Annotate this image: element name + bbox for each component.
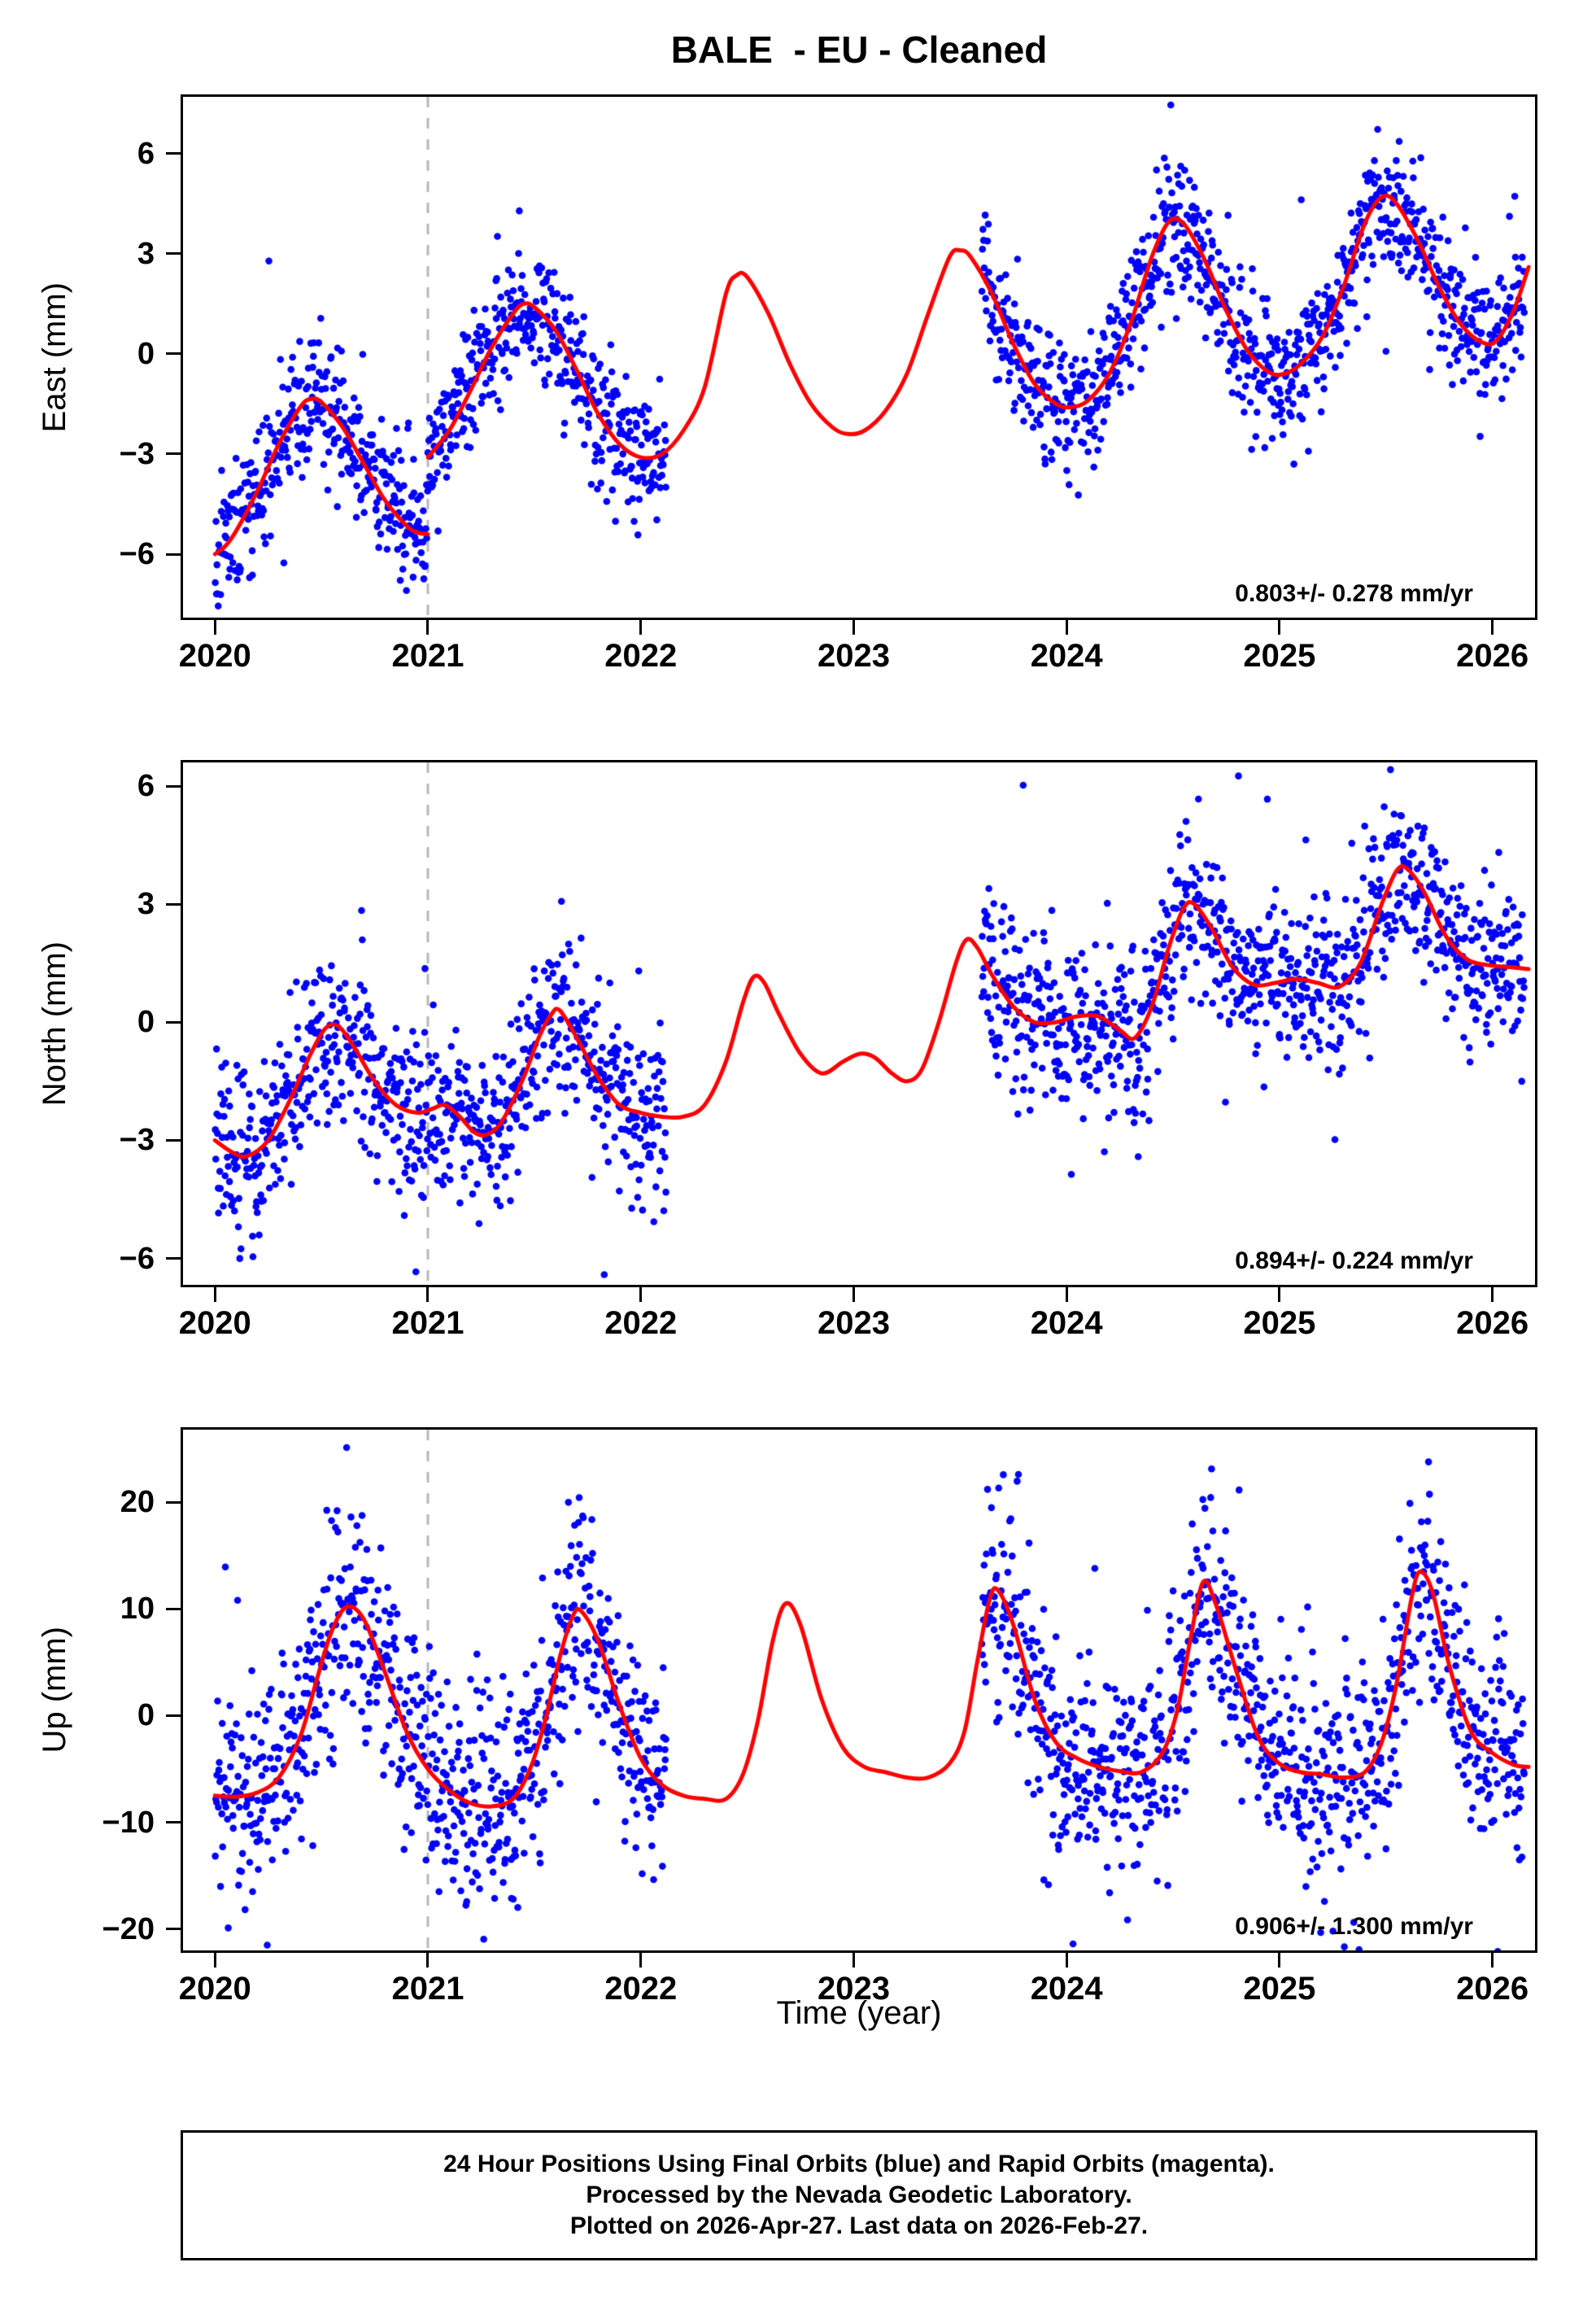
x-tick-mark bbox=[639, 620, 643, 635]
x-tick-mark bbox=[639, 1953, 643, 1968]
y-tick-label: 0 bbox=[137, 336, 155, 371]
y-tick-mark bbox=[166, 552, 181, 556]
x-tick-label: 2026 bbox=[1456, 1305, 1529, 1341]
x-tick-mark bbox=[1065, 1287, 1068, 1302]
caption-line-2: Processed by the Nevada Geodetic Laborat… bbox=[586, 2182, 1132, 2208]
y-tick-label: −10 bbox=[102, 1805, 155, 1840]
north-plot-canvas bbox=[183, 762, 1535, 1285]
x-tick-mark bbox=[1278, 620, 1281, 635]
y-tick-mark bbox=[166, 1138, 181, 1142]
up-panel: Up (mm) 0.906+/- 1.300 mm/yr 20 10 0 −10 −20… bbox=[37, 1427, 1537, 2007]
x-tick-mark bbox=[426, 1953, 430, 1968]
y-tick-label: 10 bbox=[120, 1592, 155, 1627]
east-plot-frame: 0.803+/- 0.278 mm/yr bbox=[181, 94, 1537, 620]
y-tick-label: −20 bbox=[102, 1911, 155, 1946]
x-tick-label: 2024 bbox=[1030, 1971, 1103, 2007]
x-tick-label: 2020 bbox=[178, 638, 251, 674]
y-tick-mark bbox=[166, 1714, 181, 1717]
y-tick-label: −6 bbox=[119, 1241, 155, 1276]
y-tick-label: 0 bbox=[137, 1698, 155, 1733]
y-tick-mark bbox=[166, 902, 181, 906]
up-plot-frame: 0.906+/- 1.300 mm/yr bbox=[181, 1427, 1537, 1953]
x-tick-mark bbox=[1065, 1953, 1068, 1968]
y-tick-label: −3 bbox=[119, 1123, 155, 1158]
y-tick-label: 6 bbox=[137, 769, 155, 804]
x-tick-mark bbox=[1278, 1953, 1281, 1968]
x-tick-mark bbox=[426, 620, 430, 635]
x-tick-label: 2026 bbox=[1456, 638, 1529, 674]
y-tick-mark bbox=[166, 1257, 181, 1260]
north-plot-frame: 0.894+/- 0.224 mm/yr bbox=[181, 760, 1537, 1287]
y-tick-label: −3 bbox=[119, 436, 155, 471]
y-tick-label: 0 bbox=[137, 1005, 155, 1040]
east-rate-label: 0.803+/- 0.278 mm/yr bbox=[1235, 580, 1473, 607]
x-tick-label: 2023 bbox=[817, 1305, 890, 1341]
x-tick-label: 2020 bbox=[178, 1971, 251, 2007]
y-tick-mark bbox=[166, 1020, 181, 1024]
x-tick-label: 2021 bbox=[391, 1305, 464, 1341]
x-tick-mark bbox=[213, 1953, 216, 1968]
north-panel: North (mm) 0.894+/- 0.224 mm/yr 6 3 0 −3 −6 2… bbox=[37, 760, 1537, 1341]
x-tick-mark bbox=[426, 1287, 430, 1302]
y-tick-label: −6 bbox=[119, 537, 155, 572]
north-rate-label: 0.894+/- 0.224 mm/yr bbox=[1235, 1247, 1473, 1274]
up-rate-label: 0.906+/- 1.300 mm/yr bbox=[1235, 1913, 1473, 1940]
x-tick-label: 2026 bbox=[1456, 1971, 1529, 2007]
x-tick-mark bbox=[1278, 1287, 1281, 1302]
x-tick-mark bbox=[213, 620, 216, 635]
up-plot-canvas bbox=[183, 1430, 1535, 1950]
page-title: BALE - EU - Cleaned bbox=[670, 28, 1048, 71]
x-tick-label: 2025 bbox=[1243, 1971, 1316, 2007]
x-tick-mark bbox=[213, 1287, 216, 1302]
x-tick-label: 2024 bbox=[1030, 1305, 1103, 1341]
x-tick-label: 2024 bbox=[1030, 638, 1103, 674]
x-tick-mark bbox=[1065, 620, 1068, 635]
y-tick-mark bbox=[166, 1607, 181, 1610]
x-tick-label: 2025 bbox=[1243, 638, 1316, 674]
x-tick-label: 2022 bbox=[604, 1971, 678, 2007]
y-tick-mark bbox=[166, 1500, 181, 1504]
caption-line-3: Plotted on 2026-Apr-27. Last data on 202… bbox=[569, 2212, 1149, 2239]
x-tick-label: 2025 bbox=[1243, 1305, 1316, 1341]
x-tick-label: 2022 bbox=[604, 1305, 678, 1341]
x-tick-label: 2020 bbox=[178, 1305, 251, 1341]
y-tick-mark bbox=[166, 252, 181, 255]
x-tick-mark bbox=[852, 620, 855, 635]
up-axis-label-text: Up (mm) bbox=[36, 1627, 72, 1754]
y-tick-label: 3 bbox=[137, 887, 155, 922]
caption-box: 24 Hour Positions Using Final Orbits (bl… bbox=[181, 2130, 1537, 2260]
x-tick-label: 2023 bbox=[817, 1971, 890, 2007]
x-tick-mark bbox=[852, 1953, 855, 1968]
y-tick-label: 3 bbox=[137, 236, 155, 271]
x-tick-label: 2022 bbox=[604, 638, 678, 674]
x-tick-mark bbox=[639, 1287, 643, 1302]
x-tick-mark bbox=[1491, 1287, 1494, 1302]
x-tick-label: 2021 bbox=[391, 1971, 464, 2007]
x-tick-mark bbox=[1491, 620, 1494, 635]
x-tick-label: 2021 bbox=[391, 638, 464, 674]
y-tick-mark bbox=[166, 452, 181, 456]
x-tick-label: 2023 bbox=[817, 638, 890, 674]
x-tick-mark bbox=[1491, 1953, 1494, 1968]
y-tick-label: 6 bbox=[137, 136, 155, 171]
x-tick-mark bbox=[852, 1287, 855, 1302]
caption-line-1: 24 Hour Positions Using Final Orbits (bl… bbox=[443, 2151, 1275, 2177]
y-tick-mark bbox=[166, 784, 181, 788]
y-tick-label: 20 bbox=[120, 1485, 155, 1520]
east-panel: East (mm) 0.803+/- 0.278 mm/yr 6 3 0 −3 −6 20… bbox=[37, 94, 1537, 674]
y-tick-mark bbox=[166, 1821, 181, 1824]
x-axis-label: Time (year) bbox=[776, 1995, 942, 2031]
y-tick-mark bbox=[166, 152, 181, 155]
y-tick-mark bbox=[166, 352, 181, 356]
east-plot-canvas bbox=[183, 97, 1535, 618]
y-tick-mark bbox=[166, 1928, 181, 1931]
